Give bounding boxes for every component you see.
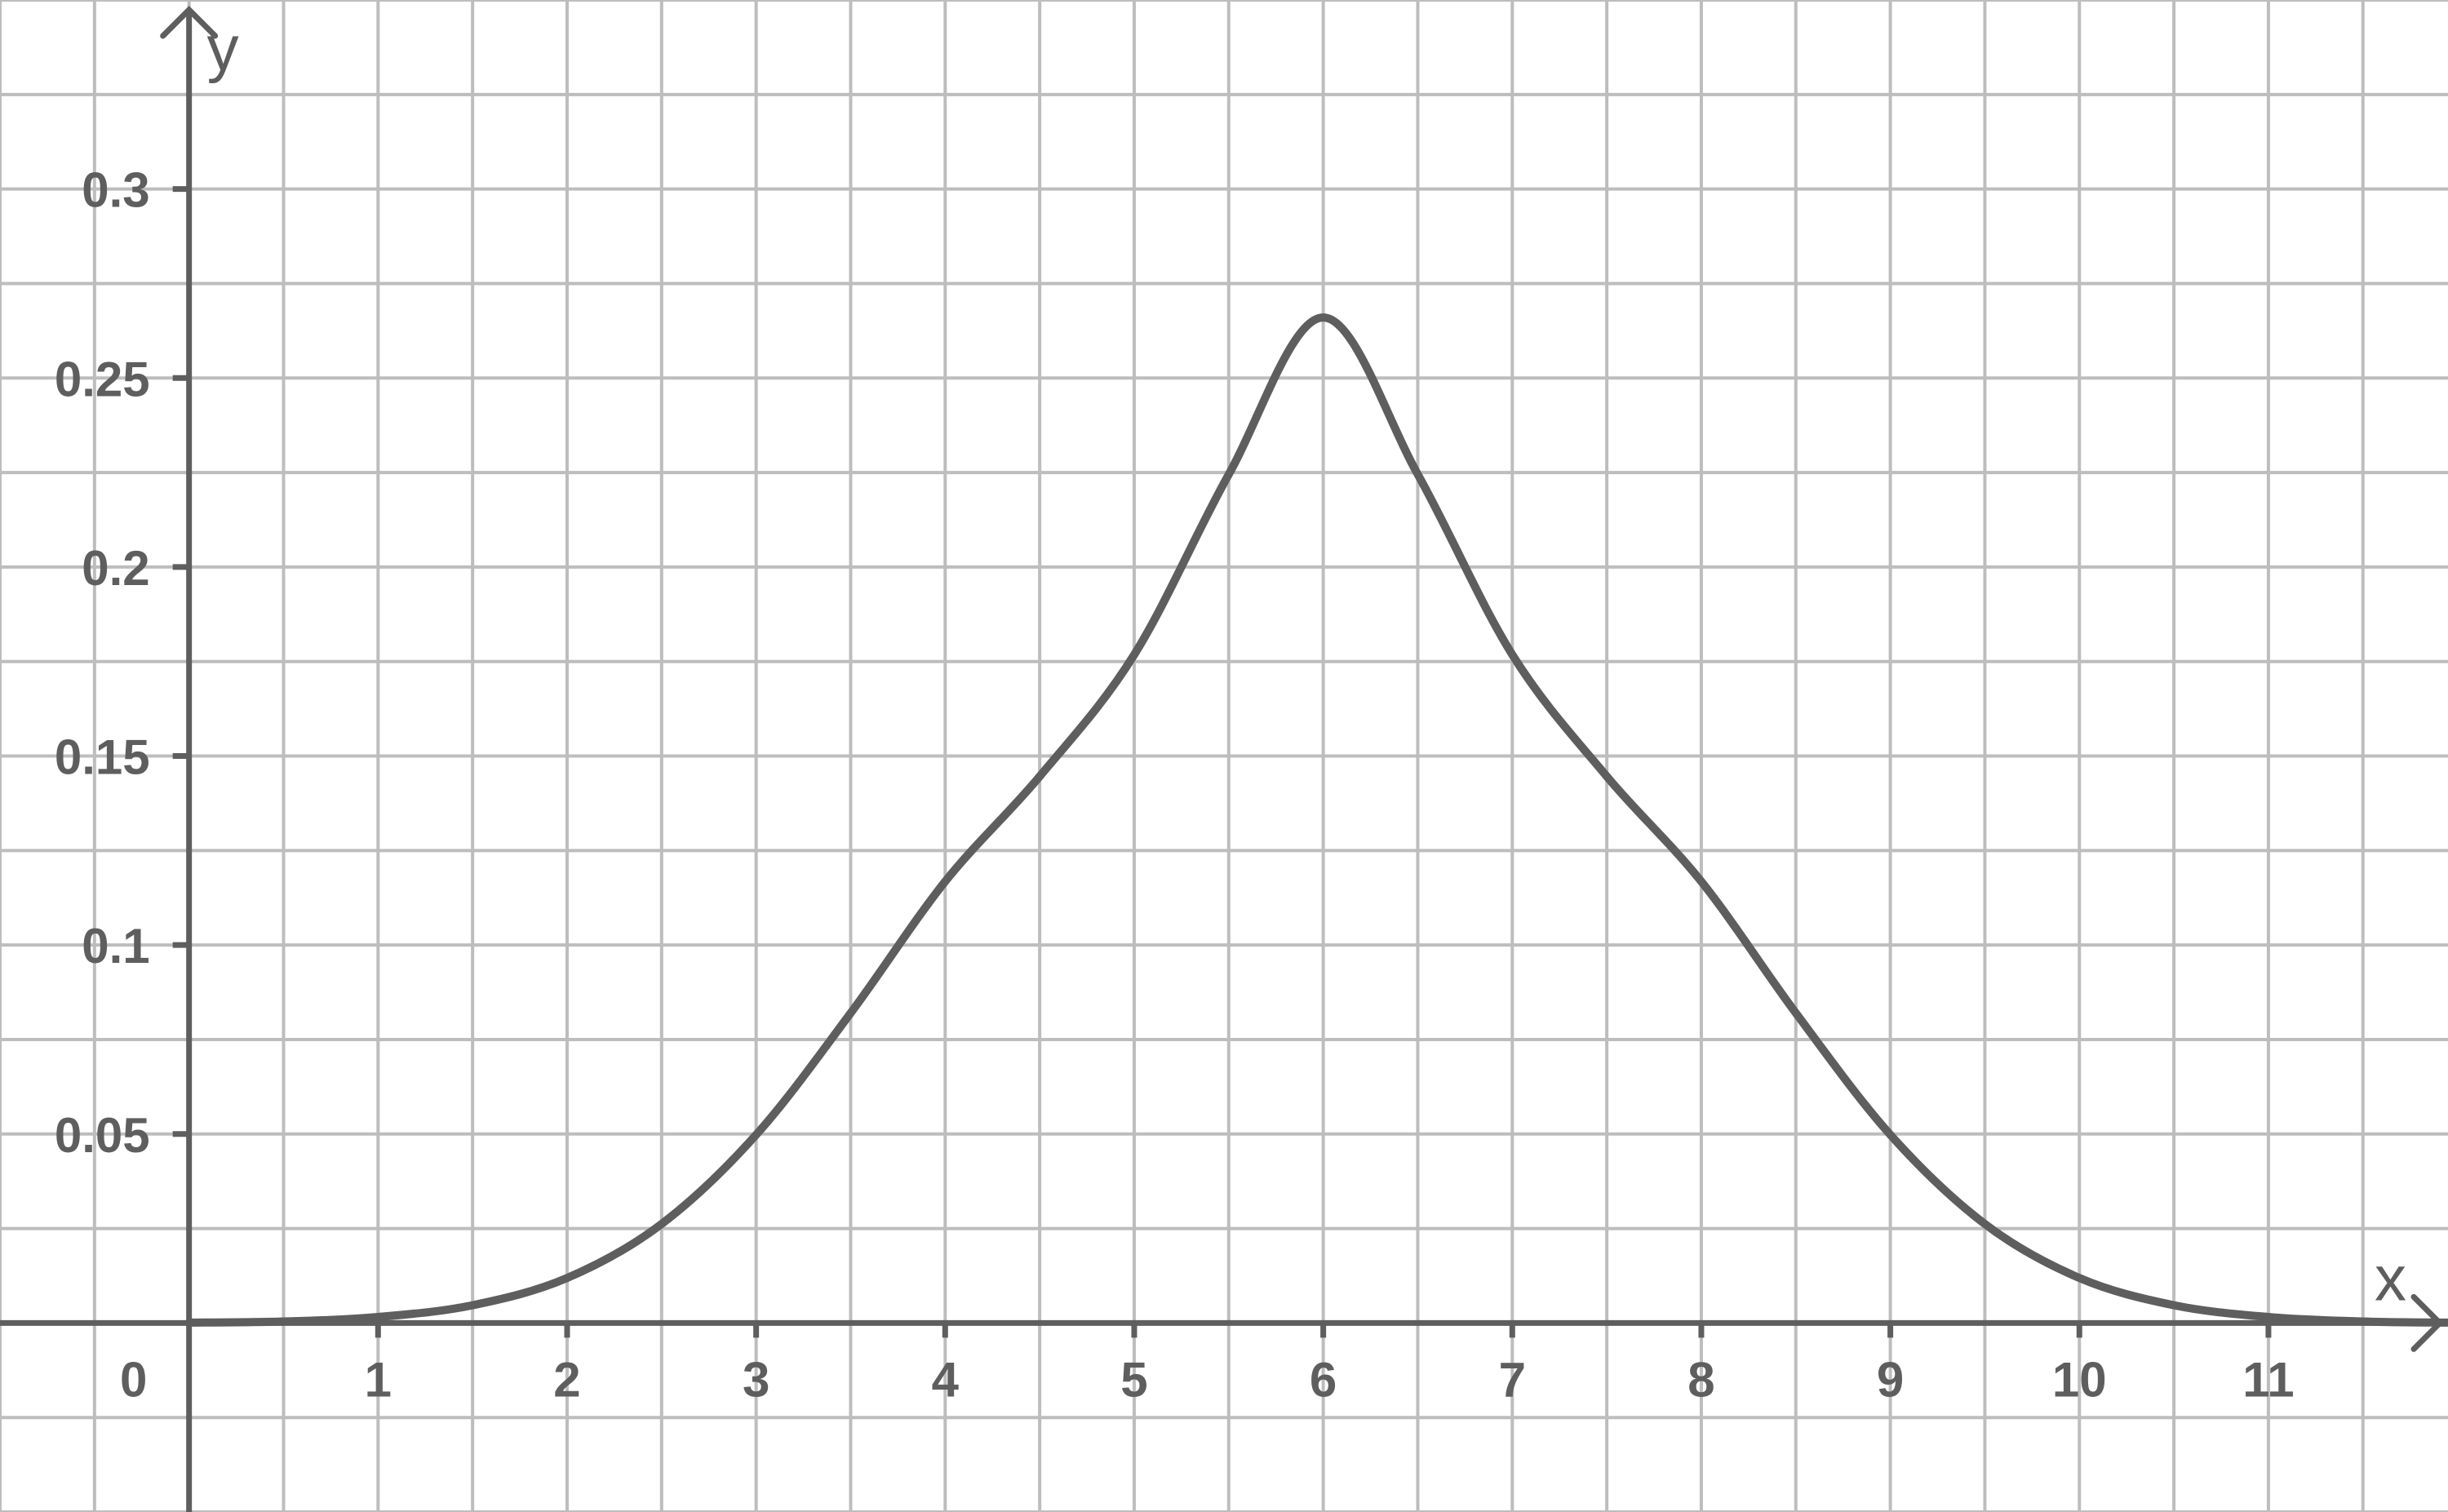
y-tick-label: 0.1 — [82, 919, 149, 973]
x-tick-label: 5 — [1120, 1352, 1147, 1407]
x-axis-label: x — [2375, 1242, 2406, 1314]
x-tick-label: 8 — [1687, 1352, 1714, 1407]
y-tick-label: 0.05 — [55, 1108, 150, 1163]
x-ticks: 1 2 3 4 5 6 7 8 9 10 11 — [365, 1323, 2295, 1407]
y-tick-label: 0.25 — [55, 352, 150, 406]
x-tick-label: 1 — [365, 1352, 392, 1407]
y-axis-arrow-icon — [160, 6, 219, 39]
y-ticks: 0.05 0.1 0.15 0.2 0.25 0.3 — [55, 163, 189, 1163]
x-tick-label: 7 — [1499, 1352, 1526, 1407]
y-tick-label: 0.3 — [82, 163, 149, 218]
x-tick-label: 10 — [2052, 1352, 2107, 1407]
series-line — [188, 313, 2448, 1327]
y-axis-label: y — [207, 12, 239, 84]
y-tick-label: 0.15 — [55, 730, 150, 785]
x-tick-label: 6 — [1310, 1352, 1337, 1407]
x-tick-label: 11 — [2242, 1352, 2294, 1407]
axes: x y 0 — [0, 6, 2444, 1512]
x-tick-label: 9 — [1877, 1352, 1904, 1407]
x-tick-label: 3 — [743, 1352, 769, 1407]
x-tick-label: 4 — [932, 1352, 960, 1407]
x-tick-label: 2 — [553, 1352, 580, 1407]
origin-label: 0 — [120, 1352, 147, 1407]
y-tick-label: 0.2 — [82, 541, 149, 596]
